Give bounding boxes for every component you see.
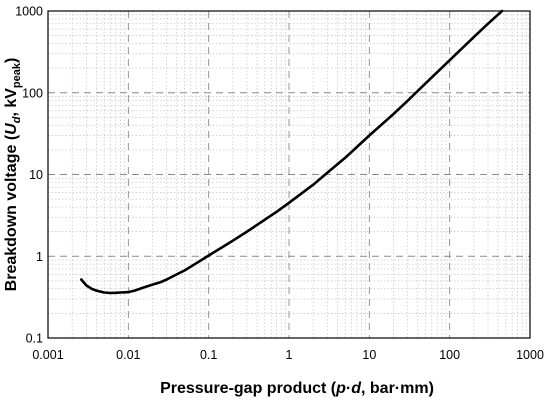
y-axis-tick-labels: 0.1 1 10 100 1000 <box>15 5 43 346</box>
x-tick-label: 0.001 <box>32 348 63 362</box>
y-tick-label: 1 <box>36 250 43 264</box>
plot-frame <box>47 10 531 339</box>
y-tick-label: 10 <box>29 168 43 182</box>
x-tick-label: 0.01 <box>116 348 140 362</box>
y-tick-label: 0.1 <box>26 332 43 346</box>
y-tick-label: 1000 <box>15 5 43 19</box>
y-axis-title: Breakdown voltage (Ud, kVpeak) <box>3 58 23 292</box>
series-line <box>80 9 504 295</box>
grid-lines <box>48 11 530 338</box>
x-axis-tick-labels: 0.001 0.01 0.1 1 10 100 1000 <box>32 348 544 362</box>
x-tick-label: 0.1 <box>200 348 217 362</box>
x-tick-label: 100 <box>439 348 460 362</box>
x-tick-label: 10 <box>362 348 376 362</box>
series-group <box>80 9 504 295</box>
x-tick-label: 1 <box>286 348 293 362</box>
y-tick-label: 100 <box>22 86 43 100</box>
x-tick-label: 1000 <box>516 348 544 362</box>
x-axis-title: Pressure-gap product (p·d, bar·mm) <box>160 380 434 397</box>
